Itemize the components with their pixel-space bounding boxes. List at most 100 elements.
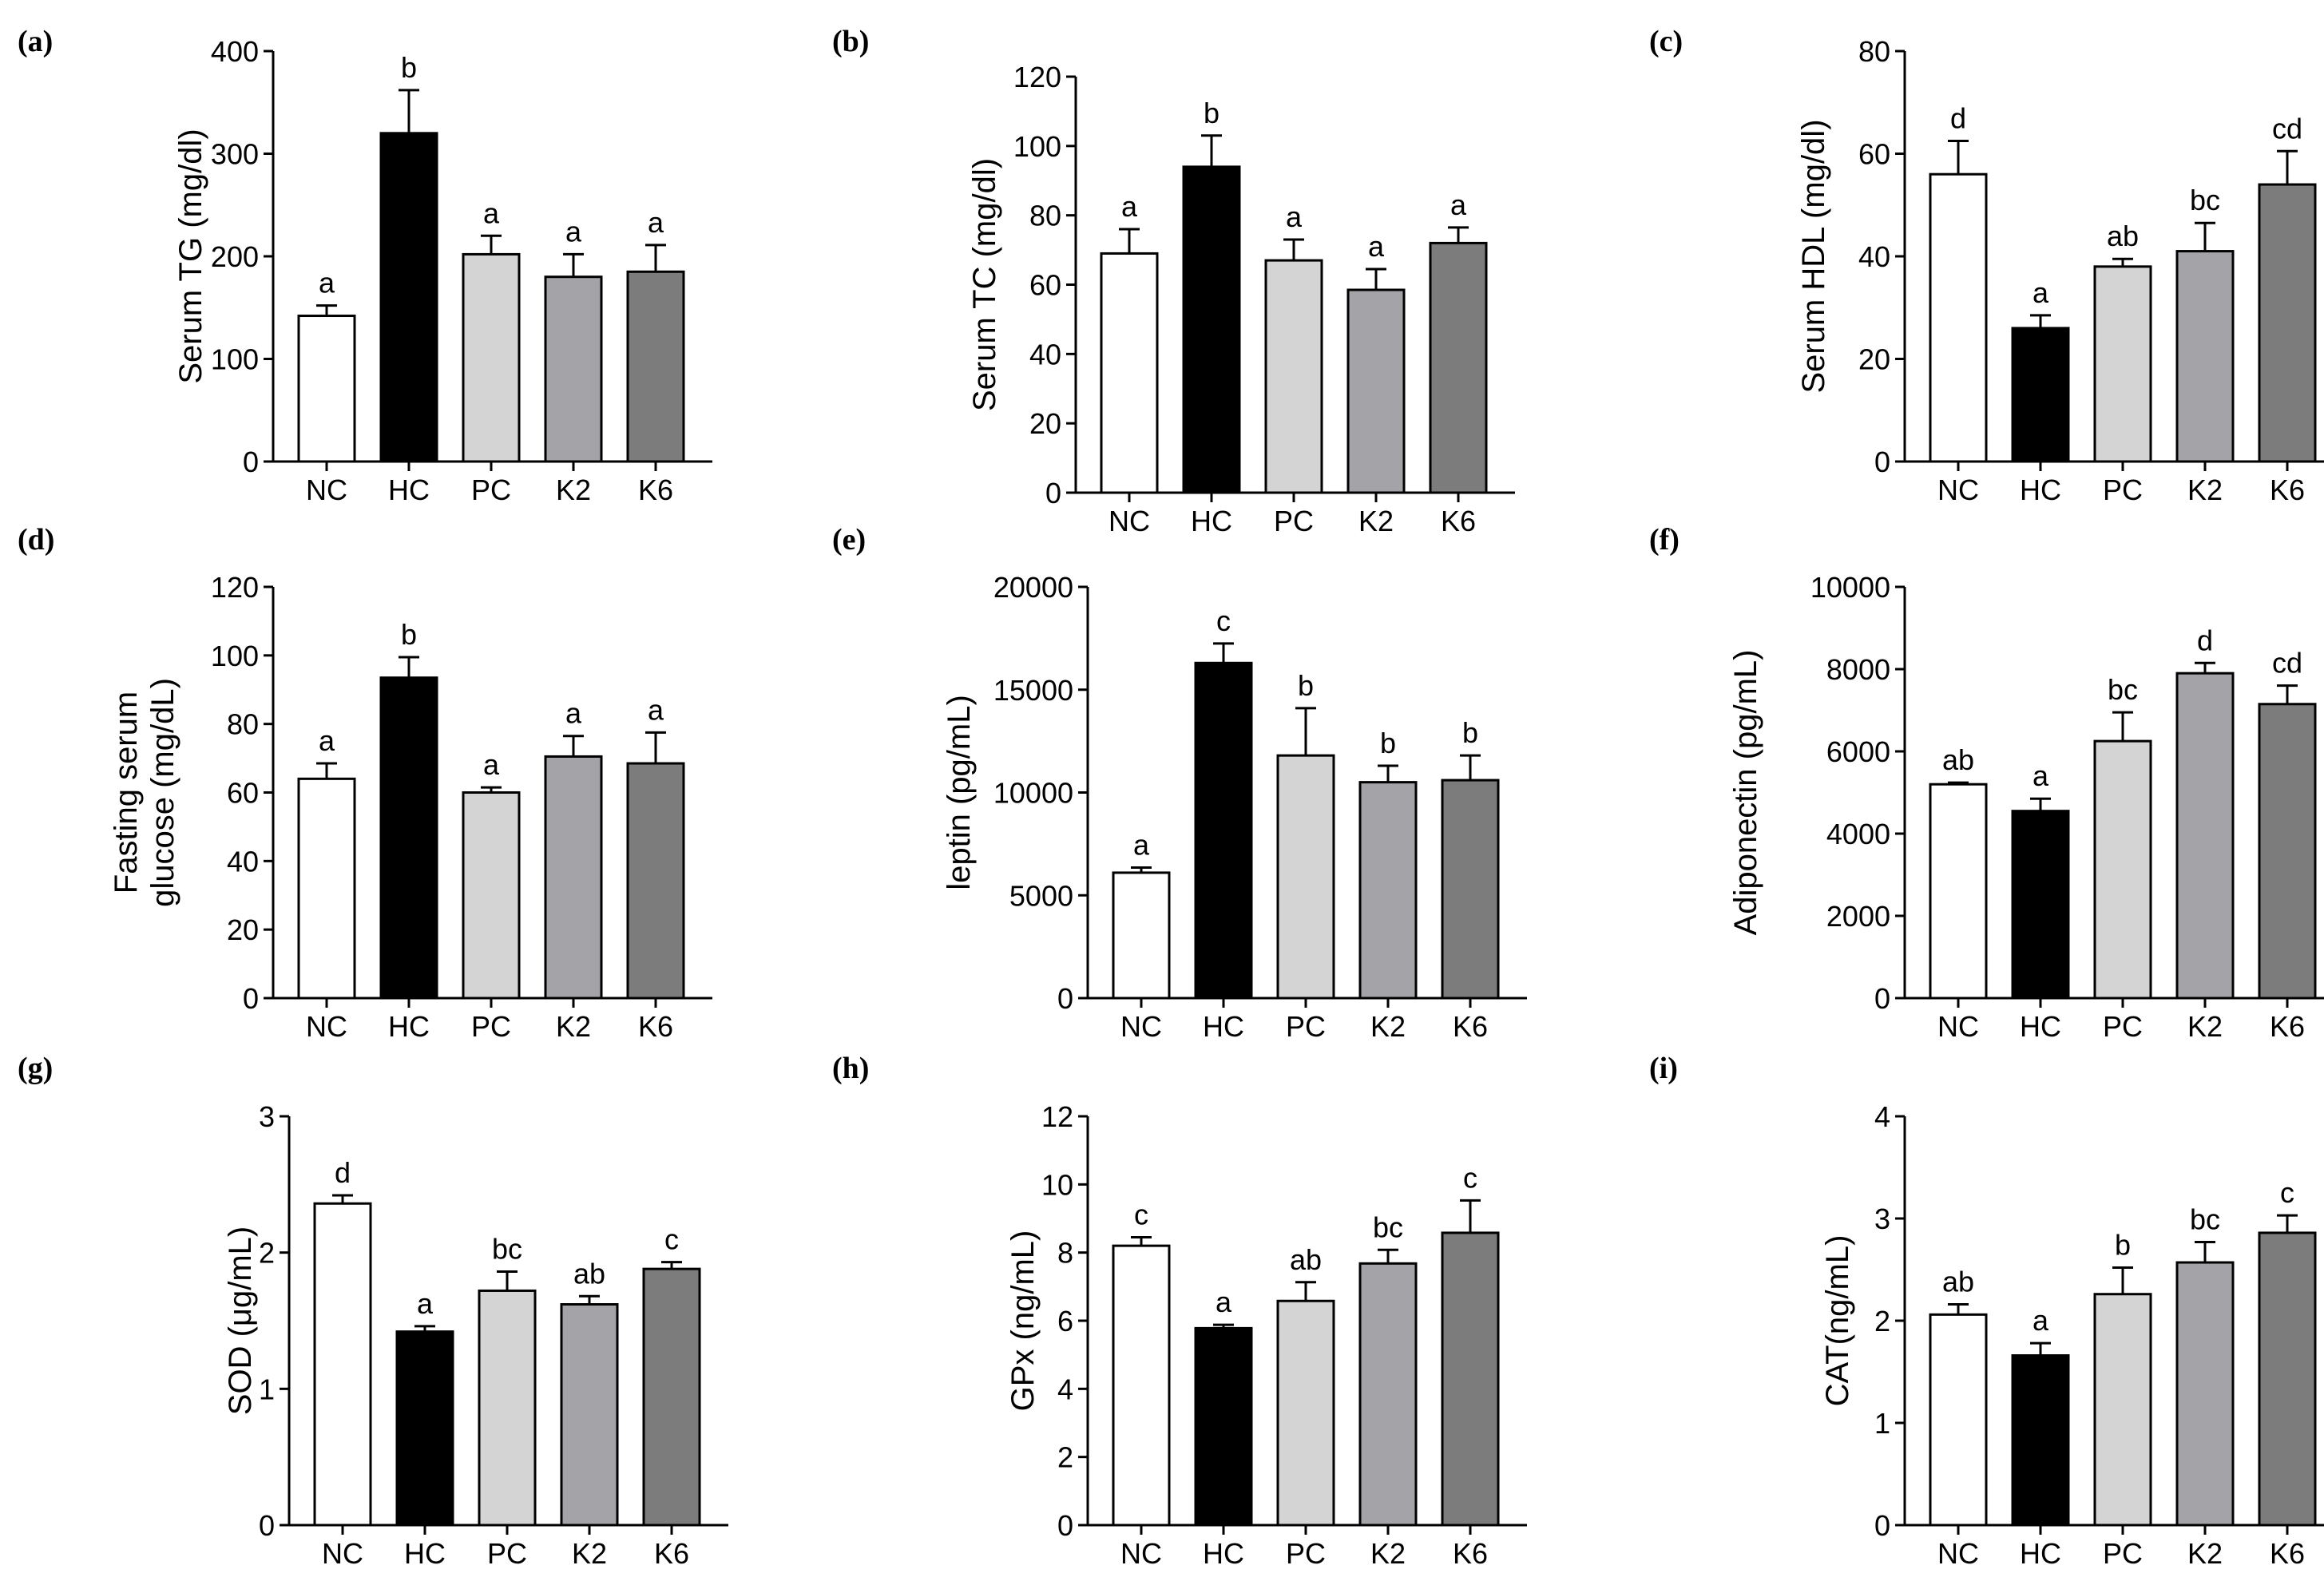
y-axis-label: CAT(ng/mL) — [1820, 1235, 1855, 1407]
x-tick-label: PC — [1286, 1010, 1326, 1043]
bar-k2 — [544, 755, 603, 1000]
y-axis-label: glucose (mg/dL) — [145, 678, 180, 907]
significance-letter: a — [417, 1287, 434, 1320]
x-tick-label: K2 — [556, 474, 591, 506]
y-axis-label: Adiponectin (pg/mL) — [1728, 650, 1763, 936]
x-tick-label: PC — [487, 1537, 527, 1570]
y-tick-label: 2 — [1057, 1441, 1073, 1474]
bar-hc — [1182, 165, 1241, 494]
y-tick-label: 20 — [227, 913, 259, 946]
bar-nc — [1929, 783, 1988, 1000]
significance-letter: b — [1462, 716, 1478, 749]
panel-label: (a) — [18, 25, 53, 58]
bar-k2 — [2175, 1261, 2235, 1527]
x-tick-label: NC — [1108, 505, 1150, 537]
y-tick-label: 40 — [1029, 338, 1061, 371]
significance-letter: d — [335, 1156, 351, 1189]
x-tick-label: HC — [2020, 474, 2061, 506]
y-tick-label: 200 — [211, 240, 259, 273]
panel-h: (h) 0 2 4 6 8 10 12 GPx (ng/mL) c NC a HC ab PC bc K2 c K6 — [832, 1052, 1527, 1570]
x-tick-label: NC — [306, 1010, 347, 1043]
y-tick-label: 80 — [227, 708, 259, 741]
y-tick-label: 6000 — [1826, 735, 1890, 768]
x-tick-label: K2 — [1358, 505, 1394, 537]
panel-label: (h) — [832, 1052, 869, 1085]
y-tick-label: 20000 — [993, 571, 1073, 604]
y-tick-label: 100 — [1013, 130, 1061, 163]
x-tick-label: K2 — [572, 1537, 607, 1570]
y-tick-label: 120 — [1013, 61, 1061, 93]
x-tick-label: PC — [2103, 1010, 2143, 1043]
y-tick-label: 10000 — [1810, 571, 1890, 604]
significance-letter: a — [319, 724, 335, 757]
significance-letter: ab — [2107, 220, 2139, 252]
x-tick-label: HC — [1191, 505, 1232, 537]
x-tick-label: PC — [471, 1010, 511, 1043]
y-tick-label: 8000 — [1826, 653, 1890, 686]
bar-hc — [379, 132, 438, 463]
x-tick-label: K2 — [556, 1010, 591, 1043]
y-tick-label: 0 — [1045, 477, 1061, 509]
bar-hc — [2011, 1354, 2070, 1527]
significance-letter: b — [1380, 727, 1396, 759]
panel-e: (e) 0 5000 10000 15000 20000 leptin (pg/mL) a NC… — [832, 523, 1527, 1043]
significance-letter: a — [2033, 1304, 2049, 1337]
bar-k2 — [2175, 672, 2235, 1000]
y-tick-label: 60 — [1858, 138, 1890, 171]
x-tick-label: HC — [388, 1010, 430, 1043]
y-tick-label: 3 — [259, 1100, 275, 1133]
y-tick-label: 15000 — [993, 674, 1073, 707]
x-tick-label: PC — [1286, 1537, 1326, 1570]
significance-letter: a — [1121, 190, 1138, 223]
panel-label: (c) — [1649, 25, 1683, 58]
significance-letter: a — [565, 215, 582, 248]
significance-letter: a — [1133, 828, 1150, 861]
panel-c: (c) 0 20 40 60 80 Serum HDL (mg/dl) d NC a HC ab PC b… — [1649, 25, 2324, 506]
significance-letter: c — [1216, 604, 1231, 637]
bar-pc — [1264, 259, 1323, 494]
panel-g: (g) 0 1 2 3 SOD (μg/mL) d NC a HC bc PC ab K2 c K6 — [18, 1052, 728, 1570]
significance-letter: a — [1286, 200, 1303, 233]
x-tick-label: K6 — [1441, 505, 1476, 537]
significance-letter: c — [2280, 1176, 2294, 1209]
significance-letter: ab — [1290, 1243, 1322, 1276]
y-axis-label: leptin (pg/mL) — [942, 695, 977, 890]
y-tick-label: 100 — [211, 640, 259, 672]
panel-f: (f) 0 2000 4000 6000 8000 10000 Adiponectin (pg… — [1649, 523, 2324, 1043]
bar-hc — [395, 1330, 454, 1527]
bar-pc — [462, 252, 521, 463]
significance-letter: b — [2115, 1228, 2131, 1261]
y-tick-label: 60 — [227, 777, 259, 810]
y-tick-label: 1 — [259, 1373, 275, 1405]
bar-hc — [1194, 1326, 1253, 1527]
y-tick-label: 0 — [1874, 982, 1890, 1015]
x-tick-label: K2 — [2187, 1010, 2223, 1043]
bar-k6 — [1441, 1231, 1500, 1527]
bar-pc — [1276, 754, 1335, 1000]
x-tick-label: NC — [322, 1537, 363, 1570]
y-tick-label: 400 — [211, 35, 259, 68]
bar-nc — [1112, 871, 1171, 1000]
y-tick-label: 300 — [211, 138, 259, 171]
panel-label: (d) — [18, 523, 54, 557]
x-tick-label: K6 — [654, 1537, 689, 1570]
significance-letter: a — [483, 196, 500, 229]
significance-letter: c — [1134, 1198, 1148, 1230]
y-axis-label: GPx (ng/mL) — [1005, 1230, 1041, 1412]
x-tick-label: HC — [2020, 1537, 2061, 1570]
panel-i: (i) 0 1 2 3 4 CAT(ng/mL) ab NC a HC b PC bc K2 c K6 — [1649, 1052, 2324, 1570]
significance-letter: ab — [1942, 1266, 1974, 1298]
significance-letter: a — [1368, 230, 1385, 263]
significance-letter: c — [1463, 1161, 1477, 1194]
bar-k6 — [2258, 1231, 2317, 1527]
bar-k2 — [2175, 250, 2235, 463]
bar-pc — [478, 1289, 537, 1527]
x-tick-label: K2 — [2187, 474, 2223, 506]
bar-nc — [313, 1202, 372, 1527]
y-axis-label: Serum TC (mg/dl) — [967, 158, 1002, 411]
x-tick-label: HC — [1203, 1537, 1244, 1570]
significance-letter: d — [2197, 624, 2213, 656]
y-tick-label: 10000 — [993, 777, 1073, 810]
x-tick-label: NC — [1937, 1010, 1979, 1043]
x-tick-label: K2 — [1370, 1010, 1406, 1043]
